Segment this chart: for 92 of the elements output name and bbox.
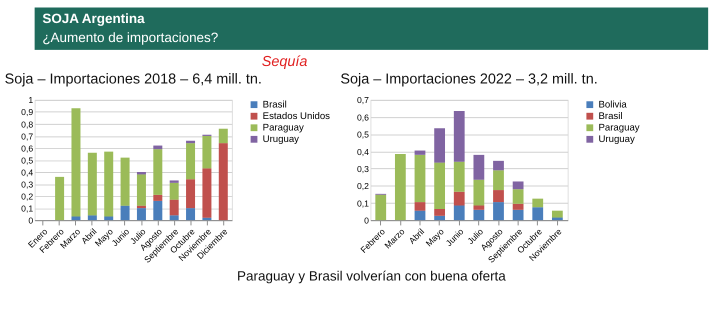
bar [170, 180, 179, 183]
bar [153, 149, 162, 195]
bar [414, 150, 426, 155]
bar [434, 208, 446, 216]
bar [414, 202, 426, 211]
y-tick-label: 0,4 [356, 146, 370, 157]
bar [104, 216, 114, 220]
bar [186, 179, 196, 208]
legend-label: Uruguay [262, 134, 300, 146]
bar [55, 176, 64, 220]
bar [512, 181, 524, 190]
bar [136, 208, 146, 220]
bar [532, 207, 544, 220]
bar [493, 190, 504, 202]
y-tick-label: 1 [28, 95, 34, 106]
legend-label: Brasil [262, 100, 287, 111]
bar [202, 168, 212, 218]
y-tick-label: 0,4 [21, 167, 34, 178]
bar [186, 143, 196, 180]
bar [170, 182, 179, 200]
legend-label: Bolivia [598, 100, 628, 111]
y-tick-label: 0 [28, 215, 34, 226]
bar [71, 216, 80, 220]
bar [473, 210, 484, 220]
bar [454, 206, 465, 220]
bar [414, 154, 426, 202]
bar [493, 170, 504, 190]
bar [512, 210, 524, 220]
bar [552, 210, 563, 218]
y-tick-label: 0 [364, 215, 370, 226]
y-tick-label: 0,1 [21, 203, 34, 214]
bar [512, 204, 524, 210]
bar [454, 192, 465, 206]
bar [434, 162, 446, 209]
bar [218, 143, 228, 220]
bar [71, 108, 80, 217]
bar [473, 154, 484, 180]
bar [170, 200, 179, 216]
bar [120, 206, 130, 220]
chart-title: Soja – Importaciones 2018 – 6,4 mill. tn. [4, 71, 262, 88]
bar [394, 154, 406, 220]
y-tick-label: 0,7 [21, 131, 34, 142]
y-tick-label: 0,3 [356, 164, 370, 174]
bar [512, 189, 524, 204]
bar [473, 206, 484, 210]
bar [104, 152, 114, 217]
bar [434, 216, 446, 220]
bar [170, 215, 179, 220]
bar [186, 140, 196, 144]
bar [88, 152, 97, 216]
y-tick-label: 0,6 [21, 143, 34, 154]
y-tick-label: 0,2 [21, 191, 34, 202]
bar [493, 202, 504, 220]
y-tick-label: 0,7 [356, 95, 370, 106]
bar [186, 208, 196, 220]
legend-label: Paraguay [262, 122, 304, 134]
bar [434, 128, 446, 163]
y-tick-label: 0,9 [21, 107, 34, 118]
bar [218, 128, 228, 144]
chart-title: Soja – Importaciones 2022 – 3,2 mill. tn. [340, 71, 598, 88]
bar [375, 194, 386, 220]
legend-label: Brasil [598, 111, 622, 122]
legend-label: Paraguay [598, 122, 640, 134]
bar [414, 210, 426, 220]
bar [473, 180, 484, 206]
text: ¿Aumento de importaciones? [42, 30, 218, 46]
y-tick-label: 0,6 [356, 112, 370, 122]
y-tick-label: 0,5 [21, 155, 34, 166]
bar [202, 218, 212, 220]
bar [493, 160, 504, 170]
bar [454, 162, 465, 192]
bar [153, 200, 162, 220]
bar [136, 206, 146, 208]
text: Sequía [262, 54, 308, 70]
legend-label: Uruguay [598, 134, 635, 146]
text: SOJA Argentina [42, 10, 146, 26]
bar [532, 198, 544, 208]
bar [153, 146, 162, 150]
y-tick-label: 0,8 [21, 119, 34, 130]
y-tick-label: 0,1 [356, 198, 370, 208]
bar [552, 218, 563, 220]
bar [136, 174, 146, 206]
y-tick-label: 0,3 [21, 179, 34, 190]
y-tick-label: 0,2 [356, 181, 370, 192]
y-tick-label: 0,5 [356, 130, 370, 140]
bar [202, 136, 212, 168]
legend-label: Estados Unidos [262, 111, 330, 122]
bar [120, 158, 130, 206]
bar [454, 111, 465, 162]
bar [153, 194, 162, 201]
text: Paraguay y Brasil volverían con buena oferta [236, 268, 506, 284]
bar [88, 215, 97, 220]
